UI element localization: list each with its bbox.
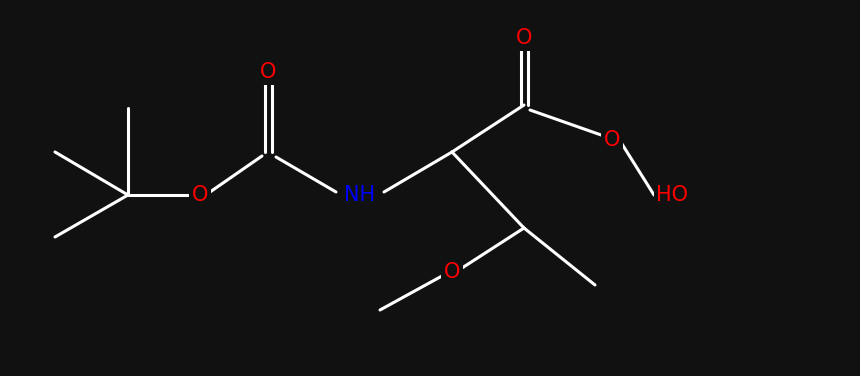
Text: O: O [260, 62, 276, 82]
Text: O: O [192, 185, 208, 205]
Text: HO: HO [656, 185, 688, 205]
Text: NH: NH [345, 185, 376, 205]
Text: O: O [444, 262, 460, 282]
Text: O: O [516, 28, 532, 48]
Text: O: O [604, 130, 620, 150]
